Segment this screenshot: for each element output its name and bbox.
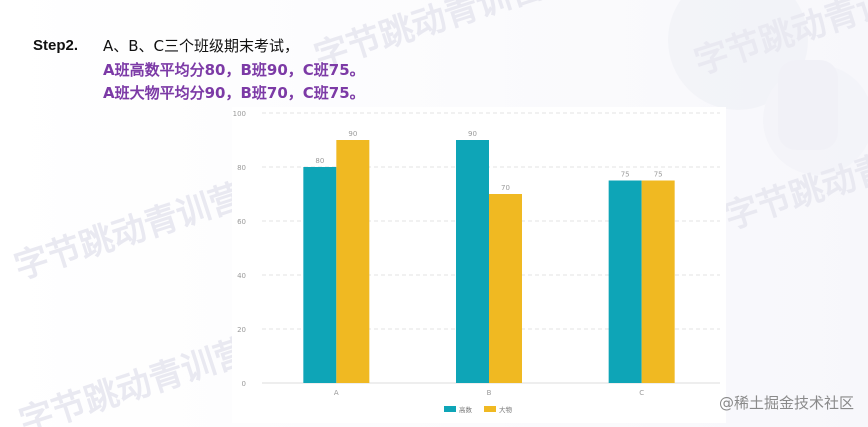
bar-physics xyxy=(336,140,370,383)
bar-value-label: 75 xyxy=(654,171,663,179)
bar-math xyxy=(303,167,337,383)
bar-math xyxy=(608,180,642,383)
x-tick-label: A xyxy=(334,389,339,397)
watermark-text: 字节跳动青训营 xyxy=(14,331,254,427)
y-tick-label: 60 xyxy=(237,218,246,226)
bar-value-label: 70 xyxy=(501,184,510,192)
x-tick-label: C xyxy=(639,389,644,397)
watermark-text: 字节跳动青训营 xyxy=(9,176,249,288)
legend-swatch xyxy=(484,406,496,412)
legend-swatch xyxy=(444,406,456,412)
y-tick-label: 40 xyxy=(237,272,246,280)
bar-chart: 0 20 40 60 80 100 80 90 A 90 70 B 75 75 C 高数 大物 xyxy=(232,107,726,423)
legend-label: 大物 xyxy=(499,405,513,414)
bar-chart-svg: 0 20 40 60 80 100 80 90 A 90 70 B 75 75 C 高数 大物 xyxy=(233,110,720,414)
problem-statement: A、B、C三个班级期末考试， xyxy=(103,37,300,55)
watermark-text: 字节跳动青训营 xyxy=(689,0,868,83)
bar-value-label: 90 xyxy=(468,130,477,138)
bar-math xyxy=(456,140,489,383)
y-tick-label: 100 xyxy=(233,110,246,118)
step-label: Step2. xyxy=(33,37,79,54)
site-tag: @稀土掘金技术社区 xyxy=(718,394,854,412)
watermark-text: 字节跳动青训营 xyxy=(719,126,868,238)
bar-value-label: 90 xyxy=(348,130,357,138)
math-scores-line: A班高数平均分80，B班90，C班75。 xyxy=(103,61,365,79)
bar-physics xyxy=(641,180,675,383)
bar-value-label: 80 xyxy=(315,157,324,165)
legend-label: 高数 xyxy=(459,405,473,414)
bar-value-label: 75 xyxy=(621,171,630,179)
physics-scores-line: A班大物平均分90，B班70，C班75。 xyxy=(103,84,365,102)
y-tick-label: 20 xyxy=(237,326,246,334)
y-tick-label: 0 xyxy=(242,380,246,388)
x-tick-label: B xyxy=(487,389,492,397)
bar-physics xyxy=(489,194,522,383)
y-tick-label: 80 xyxy=(237,164,246,172)
